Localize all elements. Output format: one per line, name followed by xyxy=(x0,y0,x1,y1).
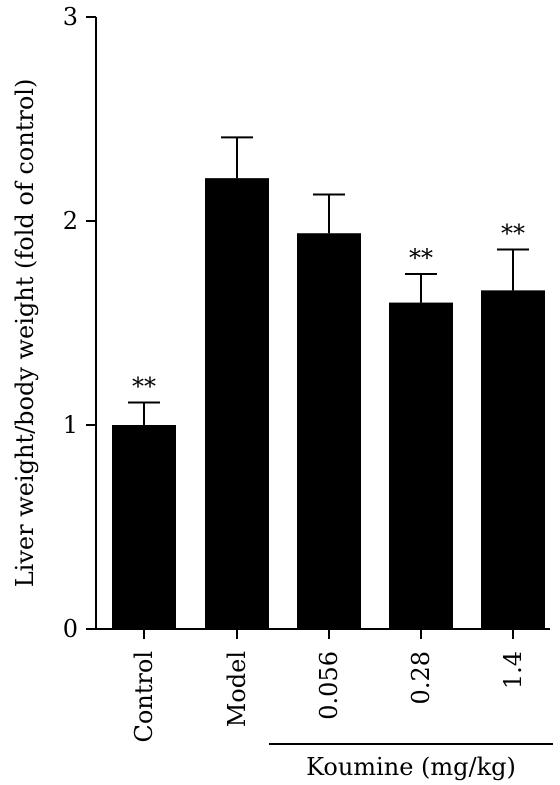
bar xyxy=(297,233,361,630)
koumine-group-label: Koumine (mg/kg) xyxy=(306,753,516,781)
y-tick-label: 2 xyxy=(63,207,78,235)
x-tick-label: Control xyxy=(130,651,158,743)
bar xyxy=(481,290,545,629)
bar xyxy=(389,302,453,629)
y-axis-label: Liver weight/body weight (fold of contro… xyxy=(11,79,39,588)
y-tick-label: 3 xyxy=(63,3,78,31)
y-axis: 0 1 2 3 xyxy=(63,3,97,643)
x-tick-label: 0.28 xyxy=(407,651,435,704)
bar xyxy=(112,425,176,629)
bar xyxy=(205,178,269,629)
y-tick-label: 0 xyxy=(63,615,78,643)
y-tick-label: 1 xyxy=(63,411,78,439)
x-tick-label: 0.056 xyxy=(315,651,343,720)
significance-label: ** xyxy=(409,244,433,272)
x-axis: Control Model 0.056 0.28 1.4 xyxy=(96,628,550,743)
x-tick-label: Model xyxy=(223,651,251,727)
x-tick-label: 1.4 xyxy=(499,651,527,689)
significance-label: ** xyxy=(132,373,156,401)
significance-label: ** xyxy=(501,220,525,248)
bars: ** ** ** xyxy=(112,136,545,630)
